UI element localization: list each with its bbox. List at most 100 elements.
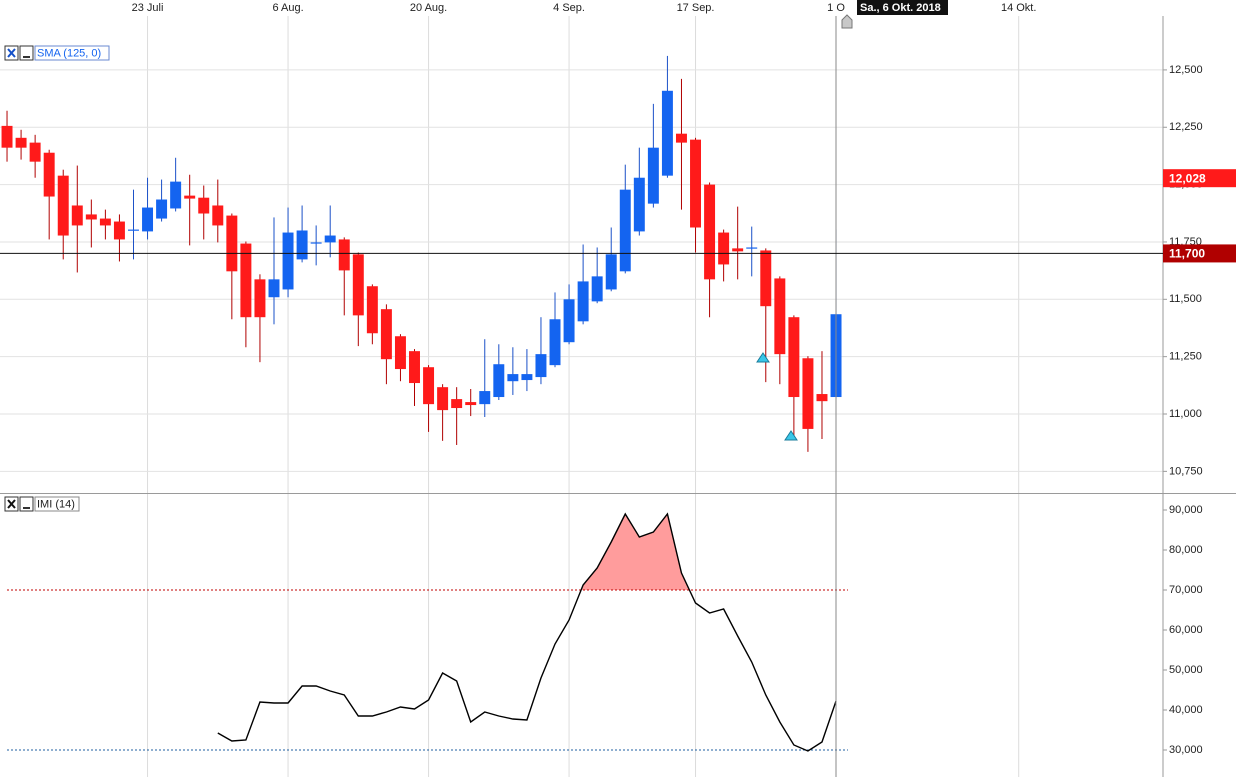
y-tick-label: 70,000	[1169, 584, 1203, 596]
overlay: 23 Juli 6 Aug. 20 Aug. 4 Sep. 17 Sep. 1 O 14 O…	[0, 0, 1236, 263]
candle-body	[226, 215, 238, 272]
candle-body	[437, 387, 449, 411]
y-tick-label: 60,000	[1169, 624, 1203, 636]
candle-body	[338, 239, 350, 271]
candle-body	[352, 254, 364, 316]
signal-marker	[784, 430, 798, 441]
candle-body	[310, 242, 322, 244]
candle-body	[521, 374, 533, 381]
candle-body	[605, 254, 617, 290]
time-marker	[841, 14, 853, 29]
candle-body	[788, 317, 800, 398]
y-tick-label: 12,250	[1169, 121, 1203, 133]
candle-body	[535, 354, 547, 378]
legend: SMA (125, 0)	[4, 45, 110, 61]
candle-body	[647, 147, 659, 204]
x-tick-label: 20 Aug.	[410, 2, 447, 14]
candle-body	[675, 133, 687, 143]
y-tick-label: 10,750	[1169, 465, 1203, 477]
legend: IMI (14)	[4, 496, 80, 512]
candle-body	[409, 351, 420, 384]
legend-box	[34, 45, 110, 61]
candle-body	[268, 279, 280, 298]
legend-label: IMI (14)	[37, 498, 75, 510]
signal-marker	[756, 352, 770, 363]
candle-body	[718, 232, 730, 265]
candle-body	[802, 358, 814, 429]
x-tick-label: 4 Sep.	[553, 2, 585, 14]
candle-body	[15, 137, 27, 148]
candle-body	[493, 364, 505, 398]
x-tick-label: 17 Sep.	[677, 2, 715, 14]
candle-body	[465, 402, 477, 406]
candle-body	[184, 195, 196, 199]
x-tick-label: 23 Juli	[132, 2, 164, 14]
candle-body	[774, 278, 786, 355]
candle-body	[591, 276, 603, 302]
candle-body	[282, 232, 294, 290]
candle-body	[549, 319, 561, 366]
crosshair-box	[1163, 244, 1236, 263]
candle-body	[128, 229, 139, 231]
tooltip-box	[857, 0, 948, 15]
price_marker-label: 12,028	[1169, 171, 1206, 185]
candle-body	[113, 221, 125, 240]
crosshair-label: 11,700	[1169, 247, 1205, 261]
x-tick-label: 14 Okt.	[1001, 2, 1036, 14]
y-tick-label: 40,000	[1169, 704, 1203, 716]
candle-body	[507, 374, 519, 382]
candle-body	[212, 205, 224, 226]
y-tick-label: 11,250	[1169, 351, 1202, 363]
candle-body	[816, 394, 828, 402]
candle-body	[380, 309, 392, 360]
candle-body	[661, 90, 673, 176]
candle-body	[366, 286, 378, 334]
candle-body	[394, 336, 406, 370]
price_marker-box	[1163, 169, 1236, 188]
candle-body	[563, 299, 575, 343]
y-tick-label: 30,000	[1169, 744, 1203, 756]
y-tick-label: 90,000	[1169, 504, 1203, 516]
y-tick-label: 80,000	[1169, 544, 1203, 556]
y-tick-label: 12,500	[1169, 64, 1203, 76]
candle-body	[704, 184, 716, 280]
candle-body	[170, 181, 182, 209]
candle-body	[1, 125, 13, 148]
legend-label: SMA (125, 0)	[37, 47, 101, 59]
candle-body	[324, 235, 336, 243]
candle-body	[156, 199, 168, 219]
candle-body	[619, 189, 631, 272]
x-tick-label: 6 Aug.	[272, 2, 303, 14]
candle-body	[760, 250, 772, 307]
legend-close-icon	[7, 48, 16, 58]
candle-body	[479, 391, 491, 405]
marks	[1, 55, 848, 752]
candle-body	[296, 230, 308, 260]
candle-body	[254, 279, 266, 318]
y-tick-label: 11,500	[1169, 293, 1202, 305]
candle-body	[746, 247, 758, 249]
candle-body	[57, 175, 69, 236]
candle-body	[71, 205, 83, 226]
candle-body	[99, 218, 111, 226]
y-tick-label: 11,000	[1169, 408, 1202, 420]
candle-body	[85, 214, 97, 220]
x-tick-label: 1 O	[827, 2, 845, 14]
legend-box	[34, 496, 80, 512]
legend-close-icon	[7, 499, 16, 509]
candle-body	[732, 248, 744, 252]
candle-body	[690, 139, 702, 228]
candle-body	[633, 177, 645, 232]
candle-body	[29, 142, 41, 162]
candle-body	[451, 399, 463, 409]
candle-body	[577, 281, 589, 322]
y-tick-label: 50,000	[1169, 664, 1203, 676]
candle-body	[240, 243, 252, 318]
candle-body	[43, 152, 55, 197]
imi-line	[217, 512, 837, 752]
candle-body	[423, 367, 435, 405]
candle-body	[142, 207, 154, 232]
